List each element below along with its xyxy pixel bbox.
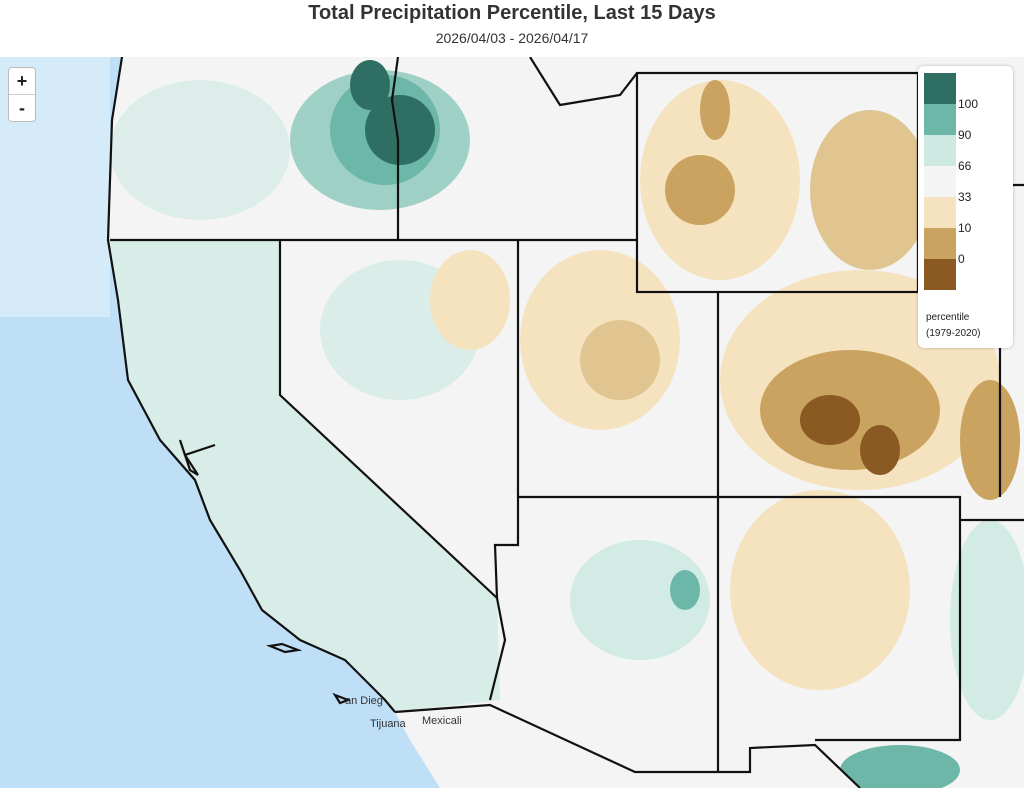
legend: 100 90 66 33 10 0 percentile (1979-2020) [918, 66, 1013, 348]
legend-label: 90 [958, 128, 972, 142]
zoom-control: + - [8, 67, 36, 122]
legend-swatch [924, 104, 956, 135]
legend-swatch [924, 259, 956, 290]
zoom-in-button[interactable]: + [16, 71, 28, 91]
legend-swatch [924, 166, 956, 197]
subtitle: 2026/04/03 - 2026/04/17 [435, 30, 589, 46]
legend-label: 33 [958, 190, 972, 204]
place-label: Mexicali [422, 715, 462, 727]
legend-label: 10 [958, 221, 972, 235]
legend-swatch [924, 197, 956, 228]
legend-label: 0 [958, 252, 965, 266]
place-label: an Dieg [345, 695, 383, 707]
legend-label: 66 [958, 159, 972, 173]
place-label: Tijuana [370, 718, 407, 730]
legend-swatch [924, 73, 956, 104]
legend-swatch [924, 228, 956, 259]
legend-label: 100 [958, 97, 979, 111]
map: an Dieg Tijuana Mexicali [0, 57, 1024, 788]
title: Total Precipitation Percentile, Last 15 … [308, 2, 716, 24]
legend-swatch [924, 135, 956, 166]
legend-period: (1979-2020) [926, 328, 981, 339]
zoom-out-button[interactable]: - [9, 94, 35, 121]
legend-title: percentile [926, 312, 970, 323]
